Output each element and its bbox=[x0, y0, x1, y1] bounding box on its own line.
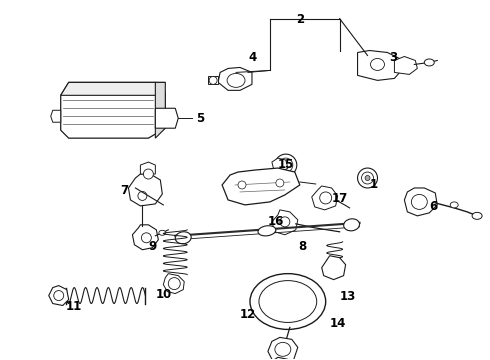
Ellipse shape bbox=[258, 226, 276, 236]
Polygon shape bbox=[218, 67, 252, 90]
Polygon shape bbox=[272, 210, 298, 235]
Polygon shape bbox=[270, 357, 296, 360]
Polygon shape bbox=[132, 225, 158, 250]
Polygon shape bbox=[155, 82, 165, 138]
Polygon shape bbox=[272, 158, 288, 172]
Text: 4: 4 bbox=[248, 50, 256, 63]
Polygon shape bbox=[61, 82, 165, 95]
Text: 12: 12 bbox=[240, 307, 256, 320]
Polygon shape bbox=[394, 57, 417, 75]
Polygon shape bbox=[222, 168, 300, 205]
Text: 11: 11 bbox=[66, 300, 82, 312]
Text: 15: 15 bbox=[278, 158, 294, 171]
Text: 14: 14 bbox=[330, 318, 346, 330]
Ellipse shape bbox=[276, 179, 284, 187]
Ellipse shape bbox=[280, 217, 290, 227]
Polygon shape bbox=[155, 108, 178, 128]
Ellipse shape bbox=[168, 278, 180, 289]
Polygon shape bbox=[312, 186, 338, 210]
Ellipse shape bbox=[275, 342, 291, 356]
Polygon shape bbox=[208, 76, 218, 84]
Polygon shape bbox=[404, 188, 437, 216]
Text: 16: 16 bbox=[268, 215, 284, 228]
Ellipse shape bbox=[142, 233, 151, 243]
Ellipse shape bbox=[275, 154, 297, 176]
Polygon shape bbox=[268, 337, 298, 360]
Text: 8: 8 bbox=[298, 240, 306, 253]
Ellipse shape bbox=[175, 232, 191, 244]
Polygon shape bbox=[49, 285, 69, 306]
Ellipse shape bbox=[209, 76, 217, 84]
Ellipse shape bbox=[343, 219, 360, 231]
Ellipse shape bbox=[54, 291, 64, 301]
Ellipse shape bbox=[365, 176, 370, 180]
Text: 7: 7 bbox=[121, 184, 128, 197]
Ellipse shape bbox=[450, 202, 458, 208]
Text: 17: 17 bbox=[332, 192, 348, 205]
Polygon shape bbox=[61, 82, 165, 138]
Ellipse shape bbox=[238, 181, 246, 189]
Ellipse shape bbox=[138, 192, 147, 201]
Polygon shape bbox=[163, 274, 184, 293]
Ellipse shape bbox=[412, 194, 427, 210]
Ellipse shape bbox=[159, 230, 166, 235]
Ellipse shape bbox=[358, 168, 377, 188]
Ellipse shape bbox=[370, 58, 385, 71]
Text: 9: 9 bbox=[148, 240, 157, 253]
Polygon shape bbox=[51, 110, 61, 122]
Ellipse shape bbox=[319, 192, 332, 204]
Ellipse shape bbox=[362, 172, 373, 184]
Text: 5: 5 bbox=[196, 112, 204, 125]
Text: 2: 2 bbox=[296, 13, 304, 26]
Polygon shape bbox=[322, 256, 345, 280]
Ellipse shape bbox=[250, 274, 326, 329]
Polygon shape bbox=[141, 162, 155, 174]
Text: 13: 13 bbox=[340, 289, 356, 302]
Ellipse shape bbox=[472, 212, 482, 219]
Text: 3: 3 bbox=[390, 50, 397, 63]
Ellipse shape bbox=[279, 158, 293, 172]
Text: 10: 10 bbox=[155, 288, 172, 301]
Polygon shape bbox=[128, 174, 162, 206]
Ellipse shape bbox=[227, 73, 245, 87]
Text: 1: 1 bbox=[369, 178, 378, 191]
Polygon shape bbox=[358, 50, 401, 80]
Ellipse shape bbox=[259, 280, 317, 323]
Ellipse shape bbox=[424, 59, 434, 66]
Ellipse shape bbox=[144, 169, 153, 179]
Text: 6: 6 bbox=[429, 200, 438, 213]
